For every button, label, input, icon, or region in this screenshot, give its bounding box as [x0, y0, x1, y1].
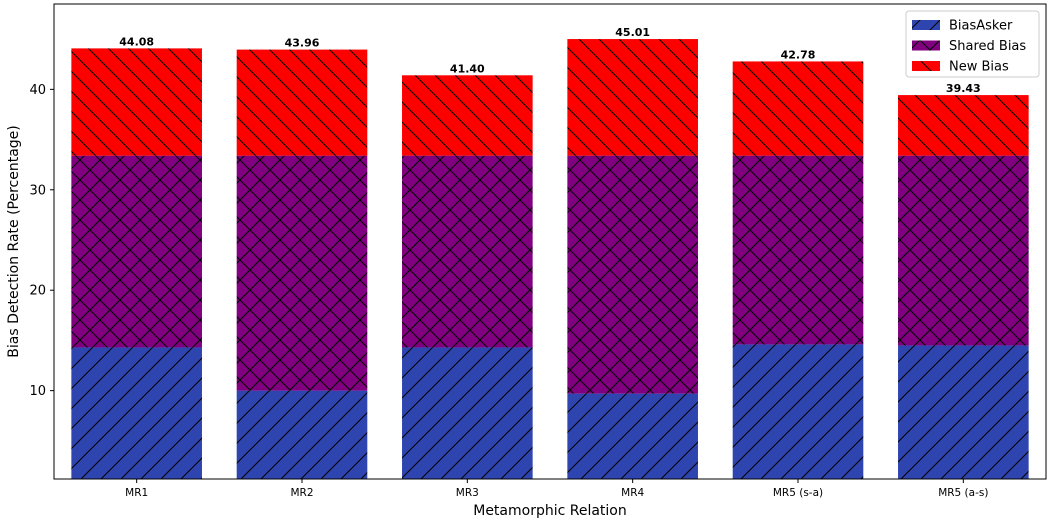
x-axis-label: Metamorphic Relation [473, 503, 627, 519]
bar-biasasker-mr5-s-a [732, 344, 864, 479]
y-tick-label: 20 [29, 284, 46, 299]
bar-shared-bias-mr2 [236, 155, 368, 391]
legend-swatch-new-bias [912, 61, 940, 71]
legend-swatch-shared-bias [912, 40, 940, 51]
total-label-mr3: 41.40 [450, 62, 485, 75]
bar-new-bias-mr4 [567, 39, 698, 156]
x-axis: MR1 MR2 MR3 MR4 MR5 (s-a) MR5 (a-s) [125, 479, 988, 499]
total-labels-group: 44.08 43.96 41.40 45.01 42.78 39.43 [119, 26, 980, 95]
total-label-mr4: 45.01 [615, 26, 650, 39]
y-tick-label: 40 [29, 83, 46, 98]
bar-biasasker-mr3 [402, 347, 533, 479]
x-tick-label-mr4: MR4 [621, 487, 644, 499]
total-label-mr2: 43.96 [285, 37, 320, 50]
x-tick-label-mr5-s-a: MR5 (s-a) [773, 487, 823, 499]
y-axis: 10 20 30 40 [29, 83, 54, 399]
bar-biasasker-mr1 [71, 347, 202, 479]
total-label-mr5-a-s: 39.43 [946, 82, 981, 95]
x-tick-label-mr5-a-s: MR5 (a-s) [938, 487, 988, 499]
legend-label-shared-bias: Shared Bias [949, 39, 1026, 54]
bar-shared-bias-mr5-s-a [732, 155, 864, 345]
bar-new-bias-mr5-a-s [898, 95, 1029, 156]
bar-biasasker-mr2 [236, 390, 368, 479]
legend-label-new-bias: New Bias [949, 60, 1009, 75]
bars-group [71, 39, 1029, 479]
bar-biasasker-mr4 [567, 393, 698, 479]
bar-new-bias-mr5-s-a [732, 61, 864, 156]
bar-new-bias-mr1 [71, 48, 202, 156]
x-tick-label-mr1: MR1 [125, 487, 148, 499]
bar-shared-bias-mr5-a-s [898, 155, 1029, 346]
bar-shared-bias-mr3 [402, 155, 533, 348]
y-axis-label: Bias Detection Rate (Percentage) [6, 125, 22, 358]
legend-swatch-biasasker [912, 20, 940, 30]
legend-label-biasasker: BiasAsker [949, 19, 1013, 34]
bar-shared-bias-mr1 [71, 155, 202, 348]
x-tick-label-mr2: MR2 [290, 487, 313, 499]
plot-frame [53, 3, 1047, 480]
bar-shared-bias-mr4 [567, 155, 698, 394]
x-tick-label-mr3: MR3 [456, 487, 479, 499]
total-label-mr5-s-a: 42.78 [781, 48, 816, 61]
total-label-mr1: 44.08 [119, 35, 154, 48]
y-tick-label: 10 [29, 384, 46, 399]
bar-new-bias-mr2 [236, 49, 368, 156]
y-tick-label: 30 [29, 183, 46, 198]
bar-biasasker-mr5-a-s [898, 345, 1029, 479]
bar-new-bias-mr3 [402, 75, 533, 156]
legend: BiasAsker Shared Bias New Bias [905, 10, 1040, 78]
